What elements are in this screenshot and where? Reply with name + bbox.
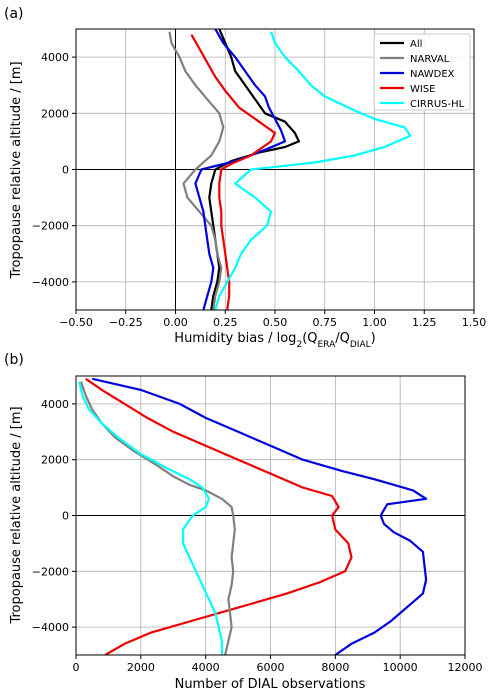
series-line bbox=[78, 381, 223, 655]
legend-label-wise: WISE bbox=[410, 84, 436, 95]
y-tick-label: −4000 bbox=[32, 621, 69, 634]
y-tick-label: 2000 bbox=[41, 107, 69, 120]
panel-a-label: (a) bbox=[4, 6, 24, 22]
x-tick-label: 1.50 bbox=[462, 316, 487, 329]
y-tick-label: 4000 bbox=[41, 398, 69, 411]
panel-a-series bbox=[168, 29, 412, 310]
cirrus-hl-line bbox=[214, 31, 412, 310]
panel-b: (b) 0 2000 4000 6000 8000 10000 12000 −4000 −20… bbox=[4, 352, 483, 692]
x-tick-label: 1.25 bbox=[412, 316, 437, 329]
x-tick-label: 1.00 bbox=[362, 316, 387, 329]
x-tick-label: −0.50 bbox=[59, 316, 93, 329]
x-tick-label: 6000 bbox=[257, 661, 285, 674]
panel-a-x-axis-label: Humidity bias / log2(QERA/QDIAL) bbox=[174, 331, 375, 350]
legend-label-nawdex: NAWDEX bbox=[410, 69, 455, 80]
legend-label-all: All bbox=[410, 39, 422, 50]
x-tick-label: 2000 bbox=[127, 661, 155, 674]
panel-b-y-ticks: −4000 −2000 0 2000 4000 bbox=[32, 398, 76, 634]
series-line bbox=[91, 377, 428, 655]
panel-a-reference-lines bbox=[76, 29, 474, 310]
y-tick-label: −4000 bbox=[32, 276, 69, 289]
series-line bbox=[85, 377, 353, 655]
y-tick-label: 0 bbox=[62, 164, 69, 177]
y-tick-label: −2000 bbox=[32, 565, 69, 578]
x-tick-label: 0 bbox=[73, 661, 80, 674]
panel-b-label: (b) bbox=[4, 352, 24, 368]
panel-a-y-ticks: −4000 −2000 0 2000 4000 bbox=[32, 51, 76, 289]
series-line bbox=[79, 381, 236, 655]
panel-a: (a) −0.50 −0.25 0.00 0.25 0.50 0.75 1.00 1.25 1.… bbox=[4, 6, 486, 350]
panel-b-x-ticks: 0 2000 4000 6000 8000 10000 12000 bbox=[73, 655, 483, 674]
x-tick-label: 10000 bbox=[383, 661, 418, 674]
x-tick-label: 0.25 bbox=[213, 316, 238, 329]
y-tick-label: 4000 bbox=[41, 51, 69, 64]
legend: All NARVAL NAWDEX WISE CIRRUS-HL bbox=[373, 33, 471, 111]
x-tick-label: 0.75 bbox=[313, 316, 338, 329]
narval-line bbox=[168, 31, 225, 310]
legend-label-cirrus-hl: CIRRUS-HL bbox=[410, 99, 465, 110]
x-tick-label: 8000 bbox=[321, 661, 349, 674]
x-tick-label: 4000 bbox=[192, 661, 220, 674]
y-tick-label: 0 bbox=[62, 510, 69, 523]
x-tick-label: 0.50 bbox=[263, 316, 288, 329]
legend-label-narval: NARVAL bbox=[410, 54, 450, 65]
panel-b-y-axis-label: Tropopause relative altitude / [m] bbox=[9, 406, 24, 624]
x-tick-label: 0.00 bbox=[163, 316, 188, 329]
panel-a-y-axis-label: Tropopause relative altitude / [m] bbox=[9, 61, 24, 279]
x-tick-label: 12000 bbox=[448, 661, 483, 674]
panel-b-series bbox=[78, 377, 428, 655]
y-tick-label: −2000 bbox=[32, 220, 69, 233]
x-tick-label: −0.25 bbox=[109, 316, 143, 329]
y-tick-label: 2000 bbox=[41, 454, 69, 467]
wise-line bbox=[190, 34, 277, 310]
panel-a-x-ticks: −0.50 −0.25 0.00 0.25 0.50 0.75 1.00 1.25 1.50 bbox=[59, 310, 486, 329]
panel-b-x-axis-label: Number of DIAL observations bbox=[175, 677, 366, 692]
